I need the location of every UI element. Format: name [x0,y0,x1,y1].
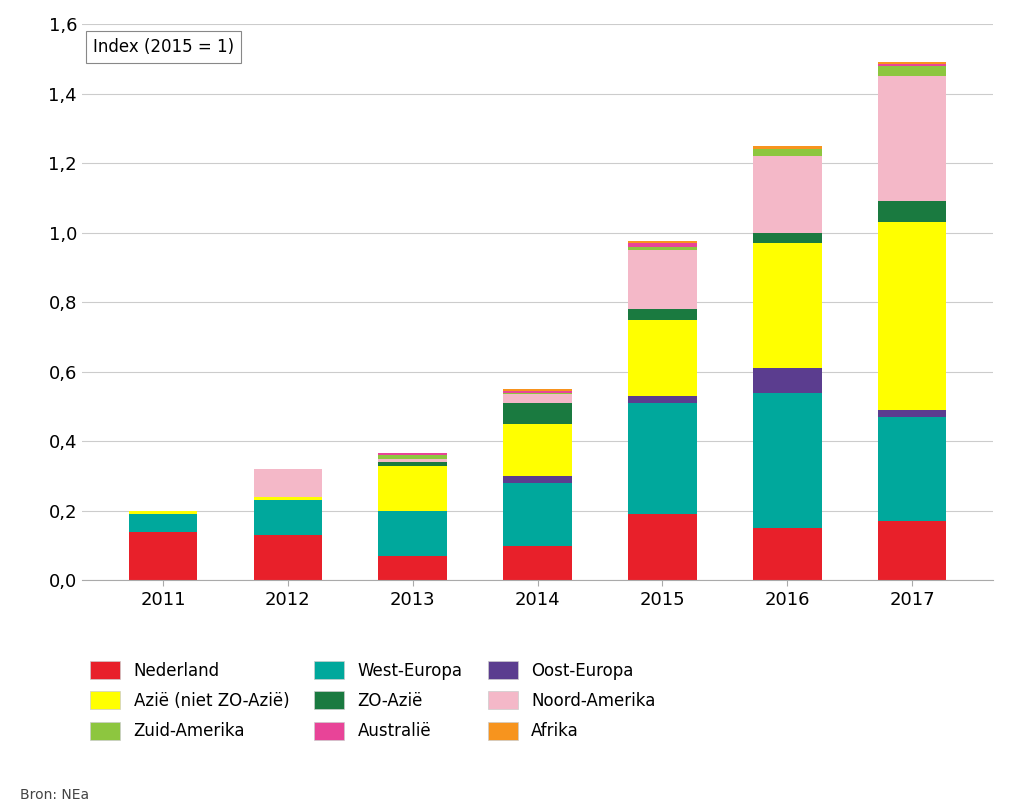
Bar [878,410,946,417]
Bar [129,511,198,514]
Bar [753,146,821,149]
Bar [628,250,696,310]
Bar [503,424,572,476]
Bar [503,476,572,483]
Bar [379,455,447,459]
Bar [503,393,572,394]
Bar [628,242,696,243]
Bar [379,454,447,455]
Bar [628,243,696,247]
Bar [254,496,323,501]
Bar [628,310,696,320]
Bar [503,391,572,393]
Bar [878,64,946,66]
Bar [753,233,821,243]
Legend: Nederland, Azië (niet ZO-Azië), Zuid-Amerika, West-Europa, ZO-Azië, Australië, O: Nederland, Azië (niet ZO-Azië), Zuid-Ame… [90,661,655,740]
Bar [878,521,946,580]
Bar [129,514,198,532]
Bar [753,156,821,233]
Bar [878,417,946,521]
Bar [129,532,198,580]
Bar [379,511,447,556]
Bar [503,389,572,391]
Bar [628,320,696,396]
Text: Index (2015 = 1): Index (2015 = 1) [93,38,233,56]
Bar [503,403,572,424]
Bar [753,393,821,528]
Bar [878,202,946,222]
Bar [753,243,821,368]
Bar [878,62,946,64]
Bar [503,546,572,580]
Bar [878,77,946,202]
Bar [628,514,696,580]
Bar [628,403,696,514]
Text: Bron: NEa: Bron: NEa [20,788,90,802]
Bar [254,469,323,496]
Bar [628,247,696,250]
Bar [254,501,323,535]
Bar [503,394,572,403]
Bar [379,459,447,462]
Bar [379,556,447,580]
Bar [753,528,821,580]
Bar [628,396,696,403]
Bar [503,483,572,546]
Bar [753,368,821,393]
Bar [878,66,946,77]
Bar [753,149,821,156]
Bar [878,222,946,410]
Bar [379,466,447,511]
Bar [254,535,323,580]
Bar [379,462,447,466]
